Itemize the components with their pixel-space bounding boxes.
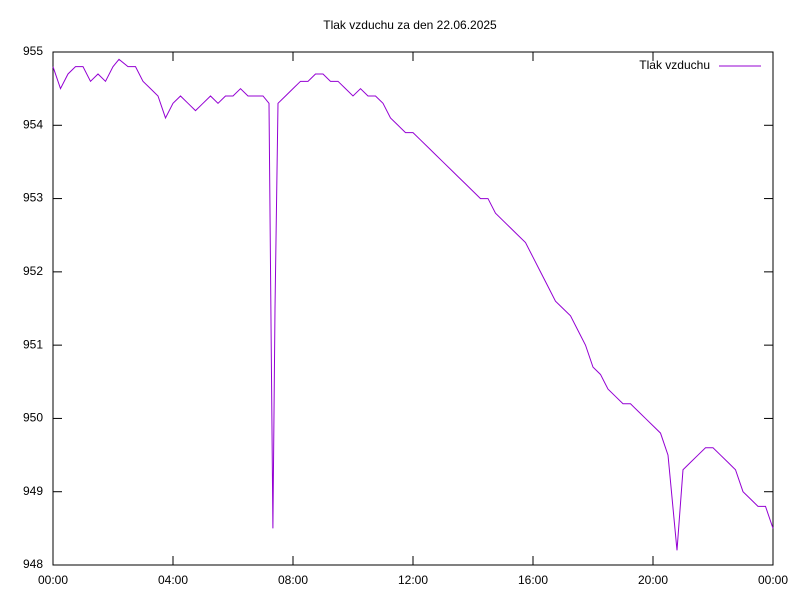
x-tick-label: 08:00 bbox=[278, 573, 308, 587]
x-tick-label: 20:00 bbox=[638, 573, 668, 587]
y-tick-label: 949 bbox=[23, 484, 43, 498]
y-tick-label: 950 bbox=[23, 411, 43, 425]
plot-border bbox=[52, 51, 774, 566]
y-tick-label: 953 bbox=[23, 191, 43, 205]
x-tick-label: 04:00 bbox=[158, 573, 188, 587]
y-tick-label: 955 bbox=[23, 44, 43, 58]
x-tick-label: 00:00 bbox=[758, 573, 788, 587]
chart-title: Tlak vzduchu za den 22.06.2025 bbox=[323, 18, 497, 32]
y-tick-label: 948 bbox=[23, 557, 43, 571]
y-tick-label: 954 bbox=[23, 117, 43, 131]
data-line bbox=[52, 58, 774, 551]
x-tick-label: 16:00 bbox=[518, 573, 548, 587]
x-tick-label: 12:00 bbox=[398, 573, 428, 587]
y-tick-label: 951 bbox=[23, 337, 43, 351]
legend-label: Tlak vzduchu bbox=[639, 58, 710, 72]
y-tick-label: 952 bbox=[23, 264, 43, 278]
x-tick-label: 00:00 bbox=[38, 573, 68, 587]
